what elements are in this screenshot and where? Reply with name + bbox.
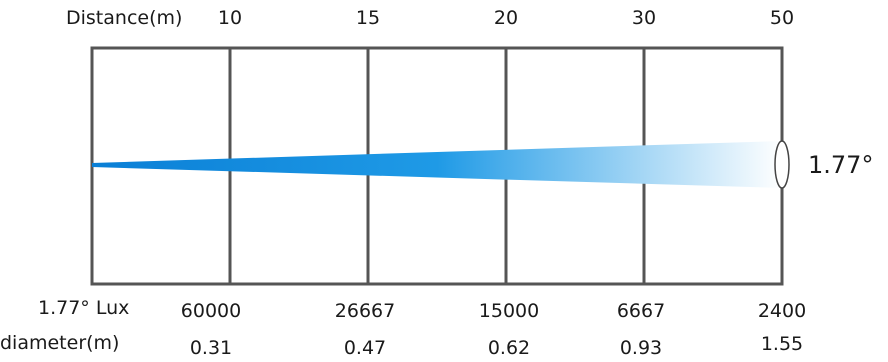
distance-value-1: 10 <box>217 7 243 29</box>
distance-value-3: 20 <box>493 7 519 29</box>
lux-value-1: 60000 <box>180 300 242 322</box>
diameter-value-2: 0.47 <box>343 337 387 359</box>
distance-value-2: 15 <box>355 7 381 29</box>
light-beam <box>92 141 782 188</box>
lux-row-label: 1.77° Lux <box>38 297 130 319</box>
lux-value-2: 26667 <box>334 300 396 322</box>
beam-angle-label: 1.77° <box>808 151 874 179</box>
diameter-value-3: 0.62 <box>487 337 531 359</box>
beam-end-ellipse <box>774 140 790 189</box>
diameter-value-4: 0.93 <box>619 337 663 359</box>
lux-value-5: 2400 <box>757 300 807 322</box>
distance-label: Distance(m) <box>66 7 183 29</box>
diameter-value-5: 1.55 <box>760 333 804 355</box>
lux-value-4: 6667 <box>616 300 666 322</box>
diameter-value-1: 0.31 <box>189 337 233 359</box>
diameter-row-label: diameter(m) <box>0 332 120 354</box>
lux-value-3: 15000 <box>478 300 540 322</box>
distance-value-5: 50 <box>769 7 795 29</box>
distance-value-4: 30 <box>631 7 657 29</box>
